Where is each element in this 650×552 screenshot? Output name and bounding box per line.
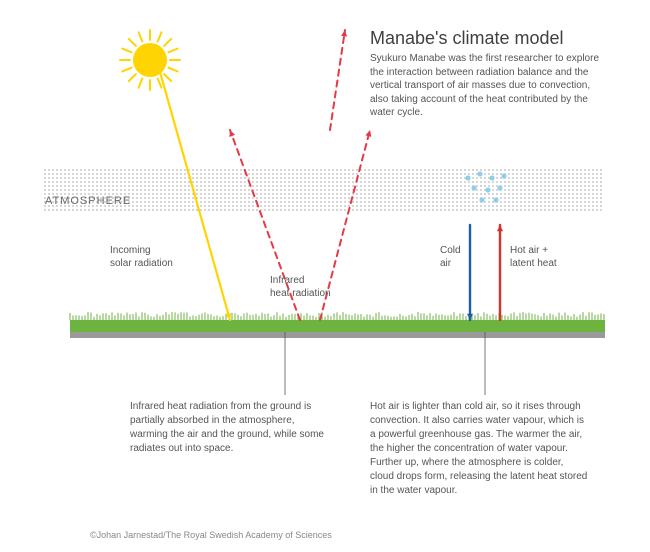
diagram-title: Manabe's climate model: [370, 28, 564, 49]
callout-left: Infrared heat radiation from the ground …: [130, 400, 330, 456]
infrared-arrow-2: [330, 30, 347, 130]
credit-line: ©Johan Jarnestad/The Royal Swedish Acade…: [90, 530, 332, 540]
label-cold: Coldair: [440, 245, 461, 270]
label-hot: Hot air +latent heat: [510, 245, 557, 270]
cold-air-arrow: [467, 225, 473, 320]
diagram-subtitle: Syukuro Manabe was the first researcher …: [370, 52, 605, 120]
callout-right: Hot air is lighter than cold air, so it …: [370, 400, 590, 498]
label-incoming: Incomingsolar radiation: [110, 245, 173, 270]
hot-air-arrow: [497, 225, 503, 320]
solar-arrow: [160, 72, 231, 320]
label-infrared: Infraredheat radiation: [270, 275, 331, 300]
sun-icon: [120, 30, 180, 90]
atmosphere-label: ATMOSPHERE: [45, 195, 131, 209]
ground: [70, 312, 605, 338]
